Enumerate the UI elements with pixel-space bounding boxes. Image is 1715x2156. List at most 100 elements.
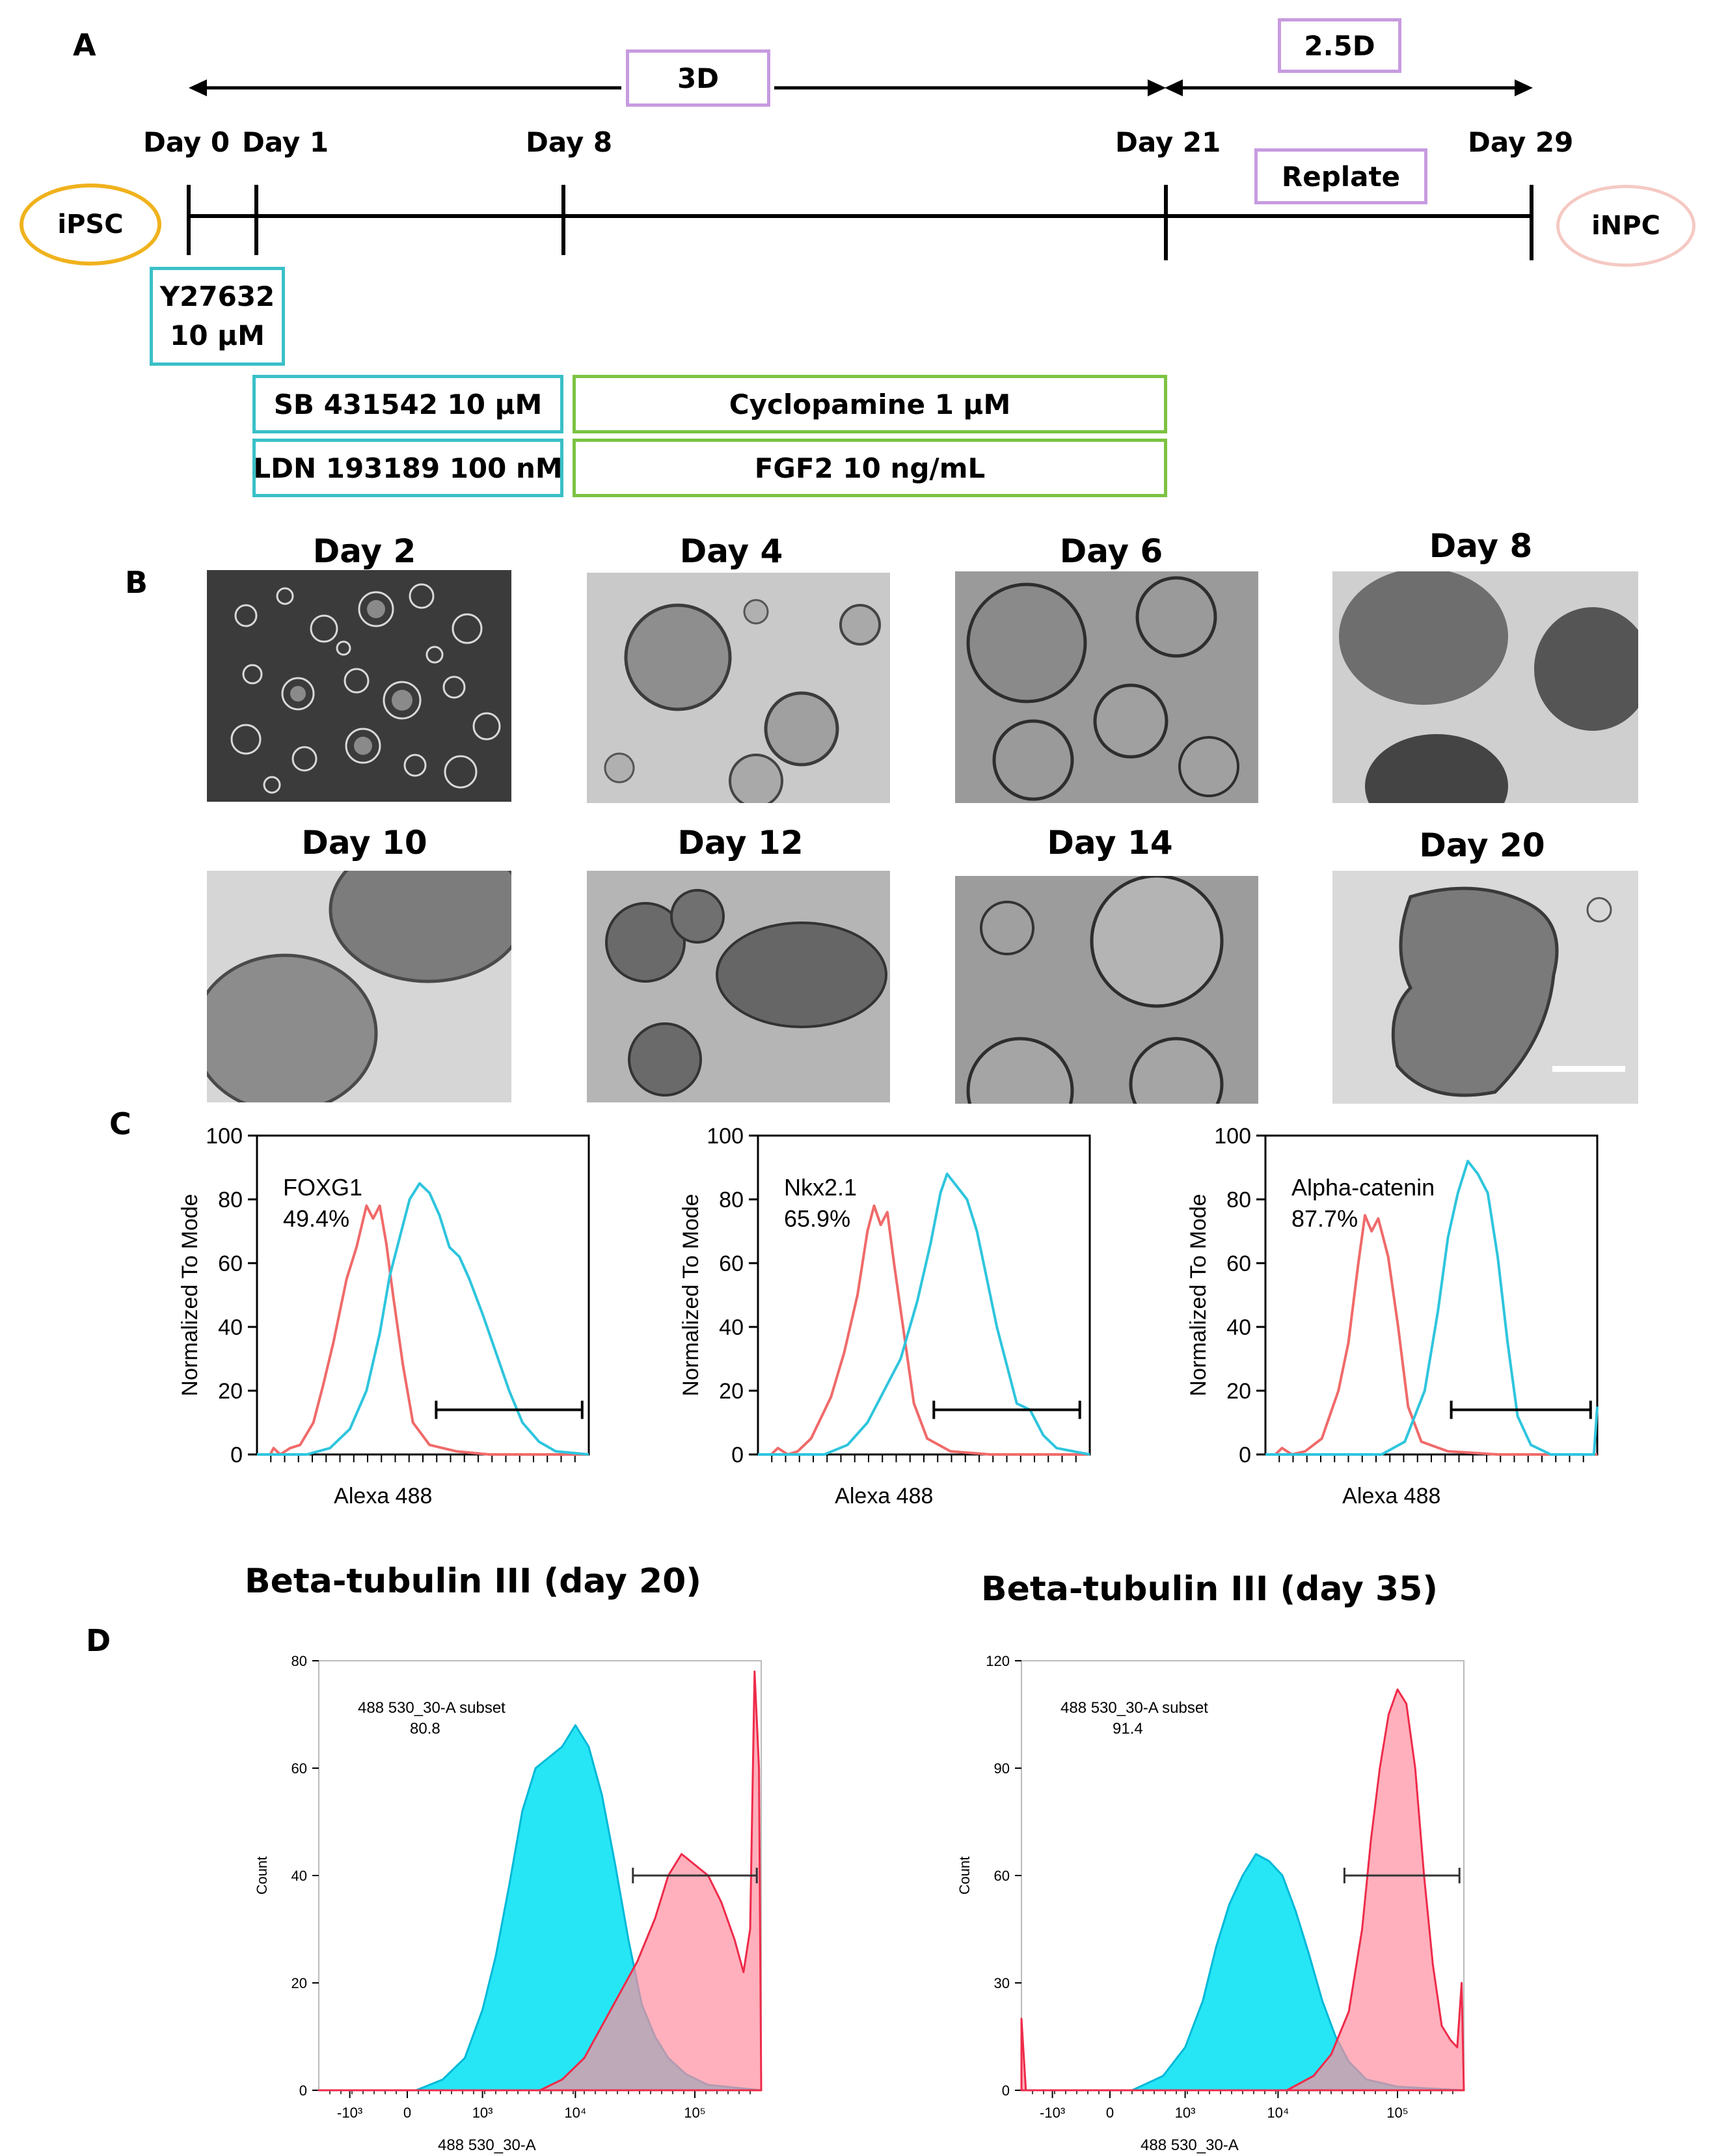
- day-label-21: Day 21: [1115, 126, 1221, 158]
- histogram-control: [269, 1204, 589, 1456]
- fgf2-box: FGF2 10 ng/mL: [573, 439, 1167, 497]
- y-tick-label: 40: [218, 1315, 243, 1340]
- x-tick-label: -10³: [1040, 2105, 1065, 2121]
- flow-histogram-nkx21: 0 20 40 60 80 100 Normalized To Mode Alexa 488 N…: [679, 1124, 1091, 1508]
- replate-box: Replate: [1254, 148, 1427, 204]
- gate-label: 488 530_30-A subset: [358, 1699, 506, 1717]
- y-axis-label: Count: [254, 1857, 270, 1895]
- sb431542-box: SB 431542 10 μM: [252, 375, 563, 433]
- flow-histogram-alpha-catenin: 0 20 40 60 80 100 Normalized To Mode Alexa 488 A…: [1186, 1124, 1599, 1508]
- micrograph-title-day6: Day 6: [1059, 532, 1163, 570]
- y-tick-label: 80: [218, 1188, 243, 1212]
- scale-bar: [1552, 1066, 1625, 1072]
- x-axis-label: Alexa 488: [835, 1484, 933, 1508]
- y-tick-label: 80: [291, 1653, 307, 1669]
- panel-d-title-day35: Beta-tubulin III (day 35): [981, 1570, 1438, 1609]
- histogram-control: [770, 1204, 1090, 1456]
- y-tick-label: 40: [1226, 1315, 1251, 1340]
- y-tick-label: 0: [299, 2082, 307, 2099]
- micrograph-title-day20: Day 20: [1419, 826, 1545, 864]
- micrograph-day8: [1332, 571, 1638, 803]
- y-tick-label: 80: [719, 1188, 744, 1212]
- x-tick-label: 0: [403, 2105, 411, 2121]
- y-tick-label: 20: [218, 1379, 243, 1404]
- micrograph-day4: [587, 573, 890, 803]
- histogram-stained: [758, 1172, 1090, 1456]
- flow-histogram-foxg1: 0 20 40 60 80 100 Normalized To Mode Alexa 488 F…: [178, 1124, 590, 1508]
- ldn193189-box: LDN 193189 100 nM: [252, 439, 563, 497]
- inpc-oval: iNPC: [1556, 185, 1695, 267]
- micrograph-day2: [207, 570, 511, 802]
- gate-value: 91.4: [1113, 1720, 1143, 1738]
- y-tick-label: 0: [1002, 2082, 1010, 2099]
- y-tick-label: 60: [291, 1760, 307, 1777]
- x-tick-label: 10⁴: [564, 2105, 586, 2121]
- y-tick-label: 60: [994, 1868, 1010, 1884]
- micrograph-title-day12: Day 12: [677, 824, 803, 862]
- micrograph-day20: [1332, 871, 1638, 1104]
- y-tick-label: 40: [719, 1315, 744, 1340]
- panel-label-d: D: [86, 1623, 111, 1658]
- micrograph-title-day2: Day 2: [312, 532, 416, 570]
- y-tick-label: 40: [291, 1868, 307, 1884]
- histogram-stained: [317, 1671, 763, 2092]
- panel-label-b: B: [125, 565, 148, 600]
- histogram-stained: [257, 1182, 589, 1456]
- percent-positive: 87.7%: [1291, 1205, 1358, 1232]
- timeline-lines: [187, 79, 1533, 260]
- x-tick-label: 0: [1106, 2105, 1114, 2121]
- marker-name: Nkx2.1: [784, 1174, 857, 1201]
- gate-label: 488 530_30-A subset: [1060, 1699, 1208, 1717]
- flow-histogram-btub-day35: 0 30 60 90 120 Count -10³ 0 10³ 10⁴ 10⁵ 488 530_30-…: [956, 1653, 1465, 2154]
- y-tick-label: 0: [1239, 1443, 1251, 1467]
- micrograph-day10: [207, 871, 511, 1102]
- micrograph-day6: [955, 571, 1258, 803]
- histogram-stained: [1265, 1160, 1599, 1456]
- x-axis-label: Alexa 488: [334, 1484, 432, 1508]
- percent-positive: 65.9%: [784, 1205, 850, 1232]
- y-tick-label: 0: [230, 1443, 243, 1467]
- day-label-8: Day 8: [526, 126, 613, 158]
- marker-name: Alpha-catenin: [1291, 1174, 1435, 1201]
- phase-2-5d-box: 2.5D: [1278, 18, 1401, 73]
- day-label-0: Day 0: [143, 126, 230, 158]
- y-tick-label: 30: [994, 1975, 1010, 1991]
- panel-label-c: C: [109, 1106, 131, 1141]
- x-axis-label: 488 530_30-A: [438, 2136, 536, 2154]
- micrograph-day14: [955, 876, 1258, 1104]
- x-axis-label: Alexa 488: [1342, 1484, 1440, 1508]
- marker-name: FOXG1: [283, 1174, 362, 1201]
- micrograph-day12: [587, 871, 890, 1102]
- day-label-1: Day 1: [242, 126, 329, 158]
- y-tick-label: 20: [719, 1379, 744, 1404]
- y-axis-label: Count: [956, 1857, 973, 1895]
- ipsc-oval: iPSC: [20, 184, 161, 266]
- y-tick-label: 60: [218, 1251, 243, 1276]
- x-tick-label: 10³: [472, 2105, 493, 2121]
- x-axis-label: 488 530_30-A: [1141, 2136, 1239, 2154]
- y-axis-label: Normalized To Mode: [679, 1194, 703, 1396]
- micrograph-title-day8: Day 8: [1429, 527, 1533, 565]
- y-tick-label: 100: [206, 1124, 243, 1149]
- cyclopamine-box: Cyclopamine 1 μM: [573, 375, 1167, 433]
- phase-3d-box: 3D: [626, 49, 770, 107]
- day-label-29: Day 29: [1468, 126, 1574, 158]
- y-tick-label: 20: [291, 1975, 307, 1991]
- x-tick-label: 10³: [1175, 2105, 1196, 2121]
- x-tick-label: 10⁴: [1267, 2105, 1289, 2121]
- flow-histogram-btub-day20: 0 20 40 60 80 Count -10³ 0 10³ 10⁴ 10⁵ 488 530_30-A…: [254, 1653, 763, 2154]
- y27632-name: Y27632: [159, 280, 275, 312]
- micrograph-title-day10: Day 10: [301, 824, 427, 862]
- y-tick-label: 60: [1226, 1251, 1251, 1276]
- histogram-stained: [1020, 1688, 1465, 2092]
- y-tick-label: 60: [719, 1251, 744, 1276]
- y-axis-label: Normalized To Mode: [1186, 1194, 1211, 1396]
- y-tick-label: 90: [994, 1760, 1010, 1777]
- panel-d-title-day20: Beta-tubulin III (day 20): [245, 1562, 702, 1601]
- micrograph-title-day14: Day 14: [1047, 824, 1173, 862]
- x-tick-label: 10⁵: [1386, 2105, 1409, 2121]
- x-tick-label: 10⁵: [684, 2105, 706, 2121]
- gate-value: 80.8: [410, 1720, 440, 1738]
- panel-label-a: A: [73, 27, 96, 62]
- y-tick-label: 120: [986, 1653, 1010, 1669]
